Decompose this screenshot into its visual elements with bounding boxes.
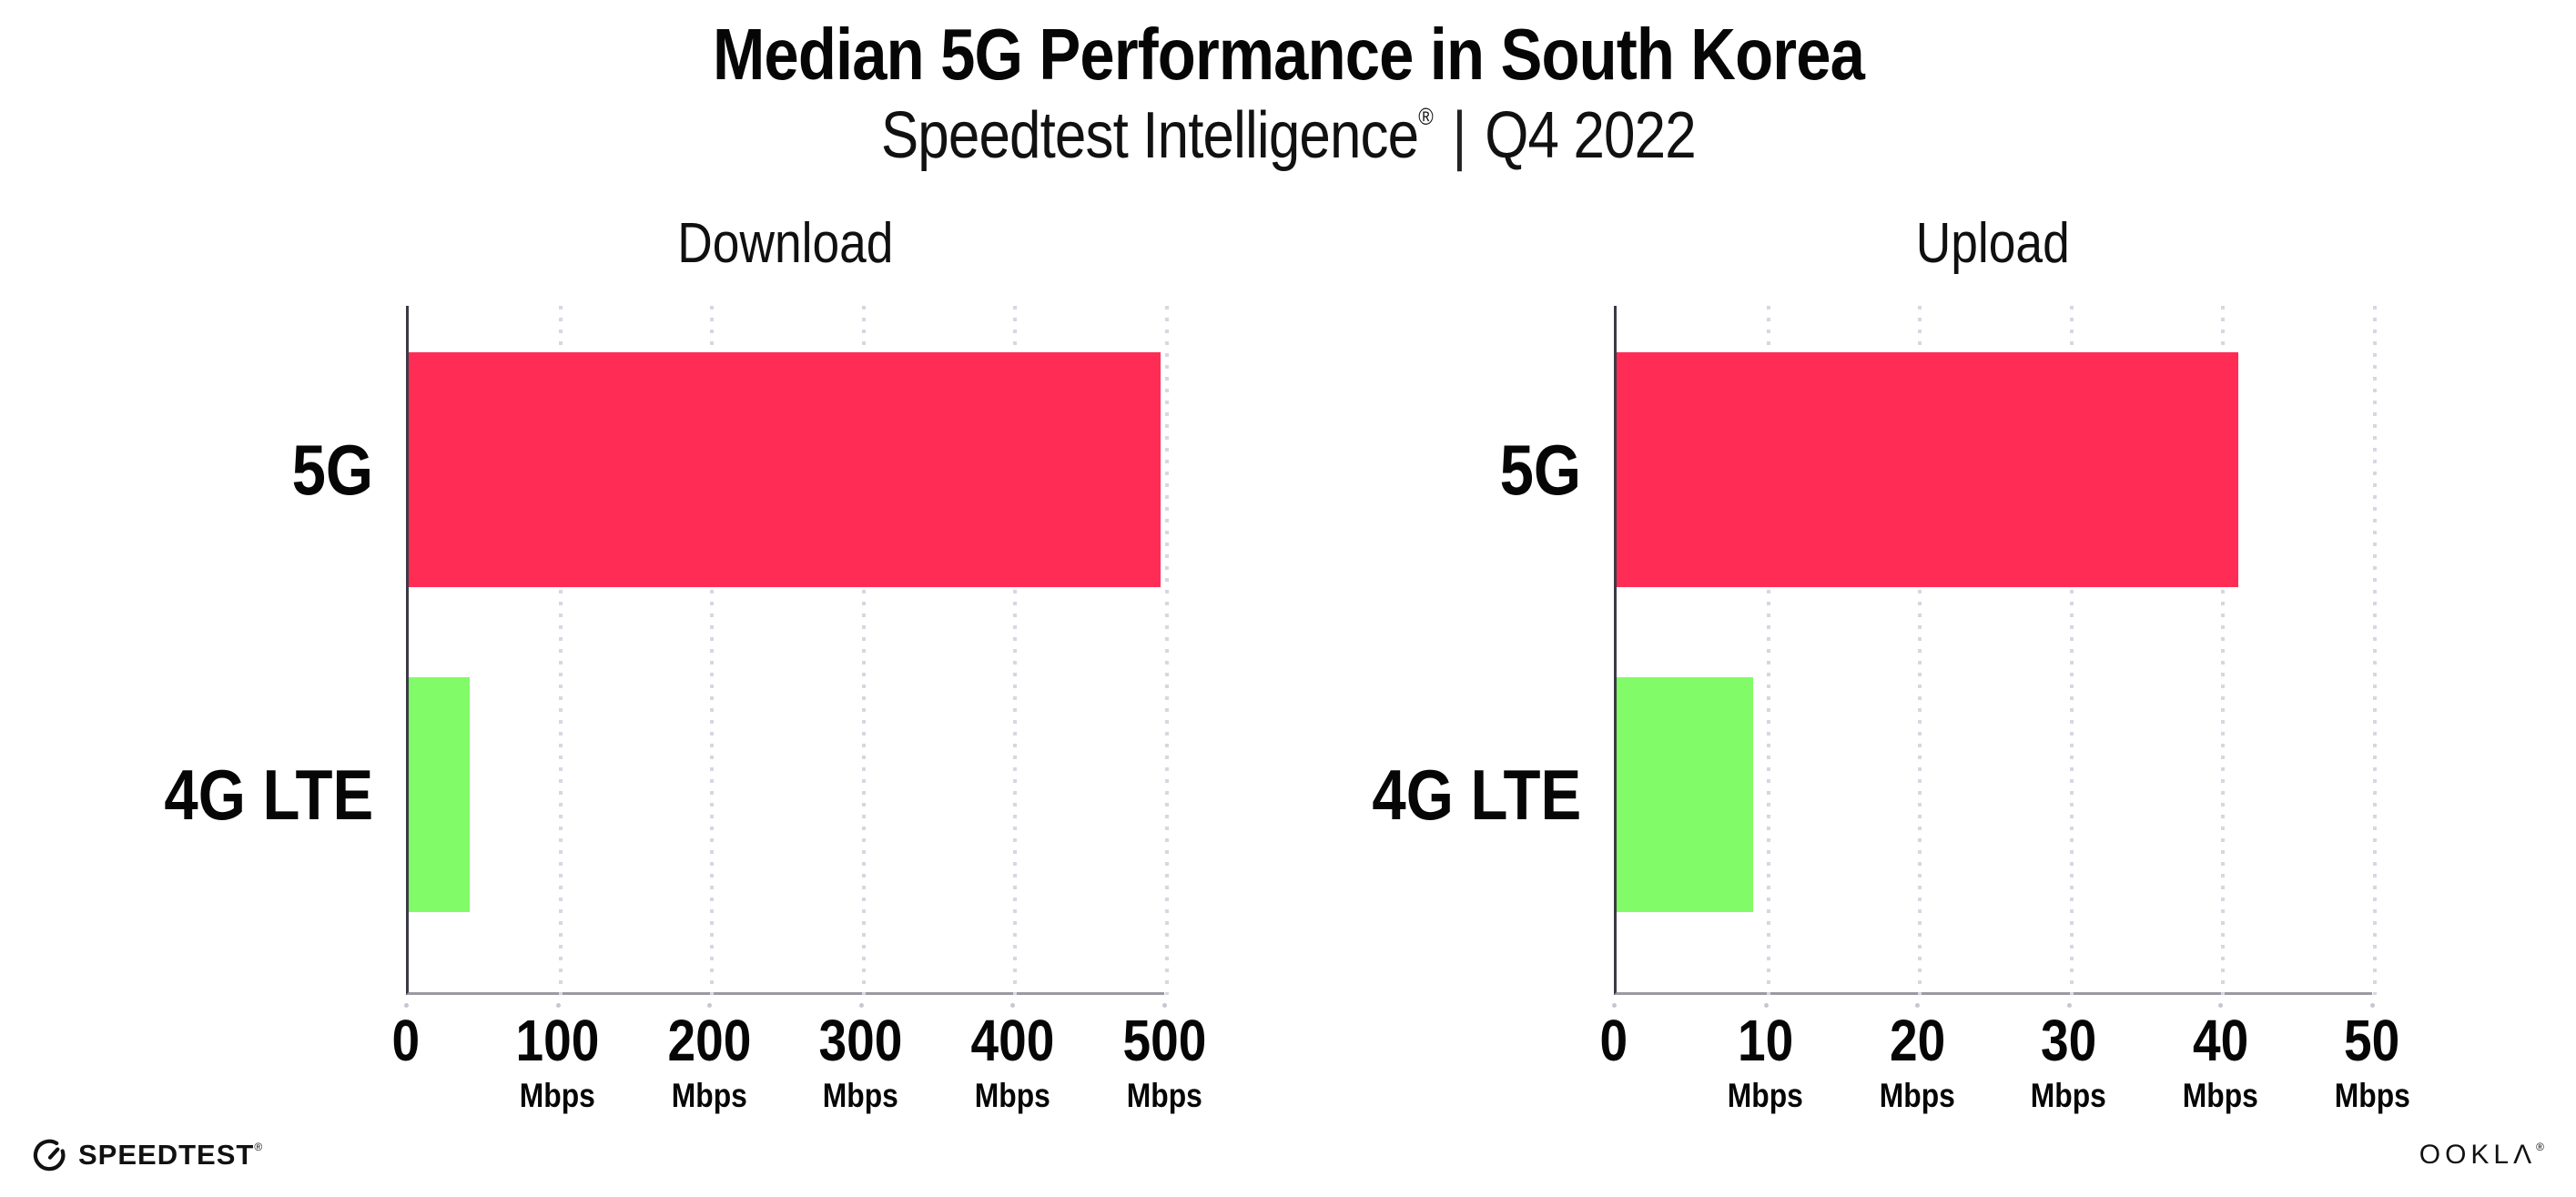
tick-value: 300 — [818, 1008, 903, 1073]
speedtest-gauge-icon — [33, 1139, 66, 1172]
download-plot-area — [406, 306, 1169, 995]
category-label: 4G LTE — [164, 755, 373, 835]
4g-lte-bar — [1617, 677, 1753, 912]
upload-chart-title: Upload — [1916, 212, 2070, 275]
x-axis-tick-label: 30 Mbps — [1960, 1011, 2178, 1112]
x-axis-tick-label: 400 Mbps — [903, 1011, 1121, 1112]
axis-tick-mark — [2370, 1003, 2375, 1008]
x-axis-tick-label: 0 — [1505, 1011, 1723, 1070]
x-axis-tick-label: 40 Mbps — [2111, 1011, 2329, 1112]
upload-plot-area — [1614, 306, 2377, 995]
category-label: 4G LTE — [1372, 755, 1581, 835]
axis-tick-mark — [2066, 1003, 2072, 1008]
5g-bar — [409, 352, 1161, 587]
tick-unit: Mbps — [823, 1077, 899, 1114]
axis-tick-mark — [2218, 1003, 2224, 1008]
x-axis-tick-label: 10 Mbps — [1657, 1011, 1875, 1112]
tick-value: 20 — [1889, 1008, 1945, 1073]
tick-unit: Mbps — [2031, 1077, 2107, 1114]
category-label: 5G — [1499, 430, 1581, 510]
tick-value: 0 — [391, 1008, 421, 1073]
tick-unit: Mbps — [2182, 1077, 2258, 1114]
axis-tick-mark — [707, 1003, 713, 1008]
ookla-logo: OOKLΛ ® — [2419, 1140, 2544, 1171]
tick-value: 30 — [2041, 1008, 2097, 1073]
tick-value: 200 — [667, 1008, 752, 1073]
axis-tick-mark — [1612, 1003, 1617, 1008]
subtitle-period: Q4 2022 — [1484, 99, 1696, 172]
gridline — [710, 306, 715, 995]
tick-value: 0 — [1599, 1008, 1628, 1073]
page-title-text: Median 5G Performance in South Korea — [712, 14, 1864, 95]
tick-unit: Mbps — [1126, 1077, 1202, 1114]
axis-tick-mark — [858, 1003, 864, 1008]
axis-tick-mark — [1010, 1003, 1016, 1008]
tick-value: 400 — [970, 1008, 1055, 1073]
tick-unit: Mbps — [520, 1077, 596, 1114]
gridline — [1165, 306, 1169, 995]
page-subtitle: Speedtest Intelligence® | Q4 2022 — [0, 98, 2576, 173]
x-axis-tick-label: 20 Mbps — [1808, 1011, 2026, 1112]
tick-unit: Mbps — [2334, 1077, 2410, 1114]
axis-tick-mark — [404, 1003, 409, 1008]
tick-unit: Mbps — [1728, 1077, 1804, 1114]
gridline — [1918, 306, 1922, 995]
gridline — [2069, 306, 2074, 995]
axis-tick-mark — [1915, 1003, 1921, 1008]
speedtest-wordmark: SPEEDTEST — [78, 1139, 255, 1171]
axis-tick-mark — [1162, 1003, 1167, 1008]
x-axis-tick-label: 100 Mbps — [449, 1011, 667, 1112]
x-axis-tick-label: 300 Mbps — [752, 1011, 970, 1112]
subtitle-separator: | — [1452, 99, 1466, 172]
tick-value: 100 — [515, 1008, 600, 1073]
tick-unit: Mbps — [671, 1077, 747, 1114]
x-axis-tick-label: 50 Mbps — [2263, 1011, 2481, 1112]
tick-unit: Mbps — [974, 1077, 1050, 1114]
5g-bar — [1617, 352, 2239, 587]
ookla-registered-mark: ® — [2536, 1141, 2544, 1153]
tick-value: 40 — [2192, 1008, 2249, 1073]
download-chart-title: Download — [676, 212, 894, 275]
x-axis-tick-label: 500 Mbps — [1055, 1011, 1273, 1112]
category-label: 5G — [291, 430, 373, 510]
axis-tick-mark — [555, 1003, 561, 1008]
upload-chart: Upload 0 10 Mbps 20 Mbps 30 Mbps 40 Mbps 50 Mbps 5G… — [1372, 212, 2409, 1112]
gridline — [2221, 306, 2226, 995]
tick-value: 10 — [1737, 1008, 1794, 1073]
gridline — [2373, 306, 2377, 995]
download-chart: Download 0 100 Mbps 200 Mbps 300 Mbps 400 Mbps 50… — [164, 212, 1206, 1112]
x-axis-tick-label: 0 — [297, 1011, 515, 1070]
gridline — [1013, 306, 1018, 995]
speedtest-registered-mark: ® — [254, 1141, 263, 1153]
axis-tick-mark — [1763, 1003, 1769, 1008]
subtitle-brand: Speedtest Intelligence — [880, 99, 1419, 172]
speedtest-logo: SPEEDTEST ® — [33, 1138, 262, 1172]
x-axis-tick-label: 200 Mbps — [600, 1011, 818, 1112]
ookla-wordmark: OOKLΛ — [2419, 1140, 2537, 1170]
page-title: Median 5G Performance in South Korea — [0, 13, 2576, 96]
tick-value: 500 — [1122, 1008, 1206, 1073]
gridline — [558, 306, 563, 995]
registered-mark: ® — [1417, 103, 1434, 130]
tick-value: 50 — [2344, 1008, 2400, 1073]
gridline — [861, 306, 866, 995]
4g-lte-bar — [409, 677, 470, 912]
gridline — [1766, 306, 1770, 995]
tick-unit: Mbps — [1879, 1077, 1955, 1114]
